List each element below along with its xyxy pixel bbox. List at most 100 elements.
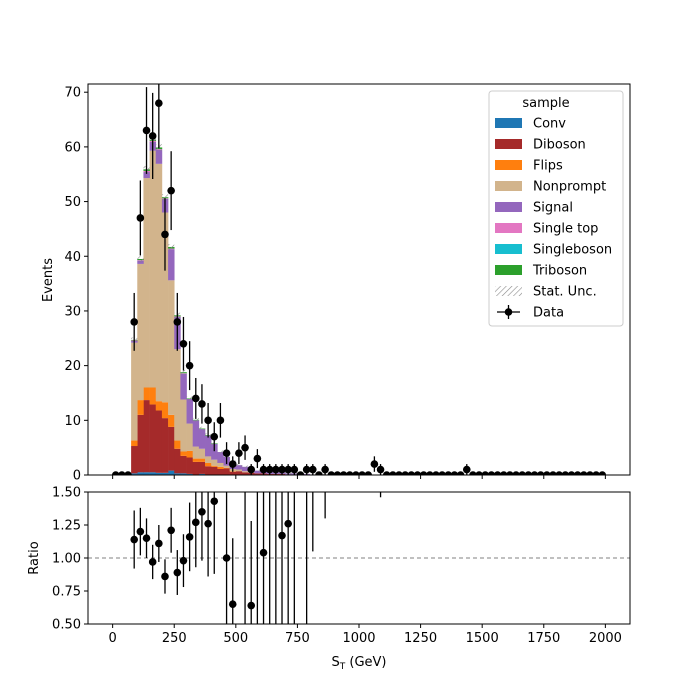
data-point: [530, 471, 539, 475]
data-point: [524, 471, 533, 475]
stat-uncertainty-band: [217, 450, 224, 454]
bar-signal: [217, 452, 224, 463]
legend-label-flips: Flips: [533, 159, 563, 174]
bar-nonprompt: [149, 150, 157, 388]
bar-flips: [149, 387, 157, 405]
bar-conv: [198, 473, 206, 475]
data-point: [475, 471, 483, 475]
data-point: [518, 471, 527, 475]
stat-uncertainty-band: [186, 396, 193, 401]
data-point: [364, 471, 373, 475]
data-point: [401, 471, 409, 475]
ratio-point: [259, 548, 268, 557]
data-point: [333, 471, 342, 475]
stat-uncertainty-band: [254, 469, 261, 472]
bar-diboson: [223, 468, 230, 475]
legend-label-singleboson: Singleboson: [533, 243, 612, 258]
bar-diboson: [211, 466, 218, 475]
ratio-y-tick-label: 0.50: [52, 618, 81, 633]
data-point: [426, 471, 434, 475]
data-point: [321, 465, 329, 474]
legend-swatch-nonprompt: [495, 181, 522, 191]
ratio-point: [161, 572, 169, 581]
data-point: [173, 318, 182, 326]
ratio-point: [228, 600, 237, 608]
bar-conv: [155, 472, 163, 475]
data-point: [487, 471, 496, 475]
legend-label-triboson: Triboson: [532, 264, 587, 279]
legend-swatch-stat-unc: [495, 286, 522, 296]
x-axis-label: ST (GeV): [331, 655, 386, 672]
ratio-y-tick-label: 1.25: [52, 519, 81, 534]
legend-swatch-signal: [495, 202, 522, 212]
legend-swatch-conv: [495, 118, 522, 128]
bar-nonprompt: [186, 423, 194, 451]
bar-flips: [186, 450, 194, 458]
ratio-x-ticks: 0 250 500 750 1000 1250 1500 1750 2000: [108, 624, 622, 646]
data-point: [573, 471, 582, 475]
ratio-point: [198, 508, 206, 516]
data-point: [222, 449, 231, 457]
bar-nonprompt: [131, 342, 138, 441]
ratio-point: [136, 527, 145, 536]
stat-uncertainty-band: [137, 256, 144, 262]
data-point: [561, 471, 570, 475]
data-point: [253, 454, 262, 463]
legend-data-marker: [504, 308, 513, 316]
data-point: [592, 471, 600, 475]
data-point: [179, 339, 188, 348]
bar-signal: [137, 260, 144, 264]
data-point: [370, 460, 379, 468]
x-axis-label-subscript: T: [339, 662, 346, 672]
bar-flips: [211, 465, 218, 467]
bar-diboson: [198, 461, 206, 474]
stat-uncertainty-band: [198, 426, 206, 431]
ratio-y-ticks: 0.50 0.75 1.00 1.25 1.50: [52, 486, 88, 633]
main-data-points: [111, 84, 607, 475]
main-y-tick-label: 60: [64, 140, 81, 155]
ratio-point: [222, 554, 231, 562]
data-point: [142, 126, 151, 135]
bar-nonprompt: [198, 448, 206, 459]
bar-diboson: [186, 457, 194, 474]
bar-flips: [174, 440, 181, 449]
data-point: [235, 449, 243, 457]
data-point: [284, 465, 292, 474]
bar-flips: [223, 467, 230, 469]
main-y-axis-label: Events: [41, 258, 56, 302]
main-y-tick-label: 50: [64, 195, 81, 210]
data-point: [567, 471, 576, 475]
data-point: [185, 361, 194, 370]
legend-swatch-triboson: [495, 265, 522, 275]
ratio-point: [155, 539, 163, 548]
data-point: [499, 471, 508, 475]
data-point: [506, 471, 514, 475]
data-point: [210, 432, 219, 441]
legend-label-stat-unc: Stat. Unc.: [533, 285, 597, 300]
ratio-point: [130, 535, 138, 544]
main-y-tick-label: 10: [64, 414, 81, 429]
data-point: [296, 471, 305, 475]
bar-signal: [186, 398, 194, 424]
bar-diboson: [131, 446, 138, 474]
main-y-ticks: 0 10 20 30 40 50 60 70: [64, 86, 88, 484]
data-point: [555, 471, 563, 475]
legend-label-conv: Conv: [533, 117, 566, 132]
data-point: [198, 400, 206, 408]
main-y-tick-label: 40: [64, 250, 81, 265]
ratio-point: [284, 519, 292, 528]
bar-signal: [143, 172, 150, 179]
bar-nonprompt: [180, 399, 187, 452]
data-point: [302, 465, 311, 474]
stat-uncertainty-band: [168, 244, 175, 250]
data-point: [413, 471, 422, 475]
data-point: [598, 471, 607, 475]
x-axis-label-unit: (GeV): [345, 655, 386, 670]
bar-nonprompt: [137, 263, 144, 401]
legend-label-signal: Signal: [533, 201, 573, 216]
ratio-panel: 0.50 0.75 1.00 1.25 1.50 0 250 500 750 1000 1250 1…: [27, 486, 631, 672]
data-point: [382, 471, 391, 475]
legend: sample Conv Diboson Flips Nonprompt Signal Sin…: [488, 90, 624, 327]
ratio-data-points: [130, 492, 382, 624]
legend-label-diboson: Diboson: [533, 138, 586, 153]
